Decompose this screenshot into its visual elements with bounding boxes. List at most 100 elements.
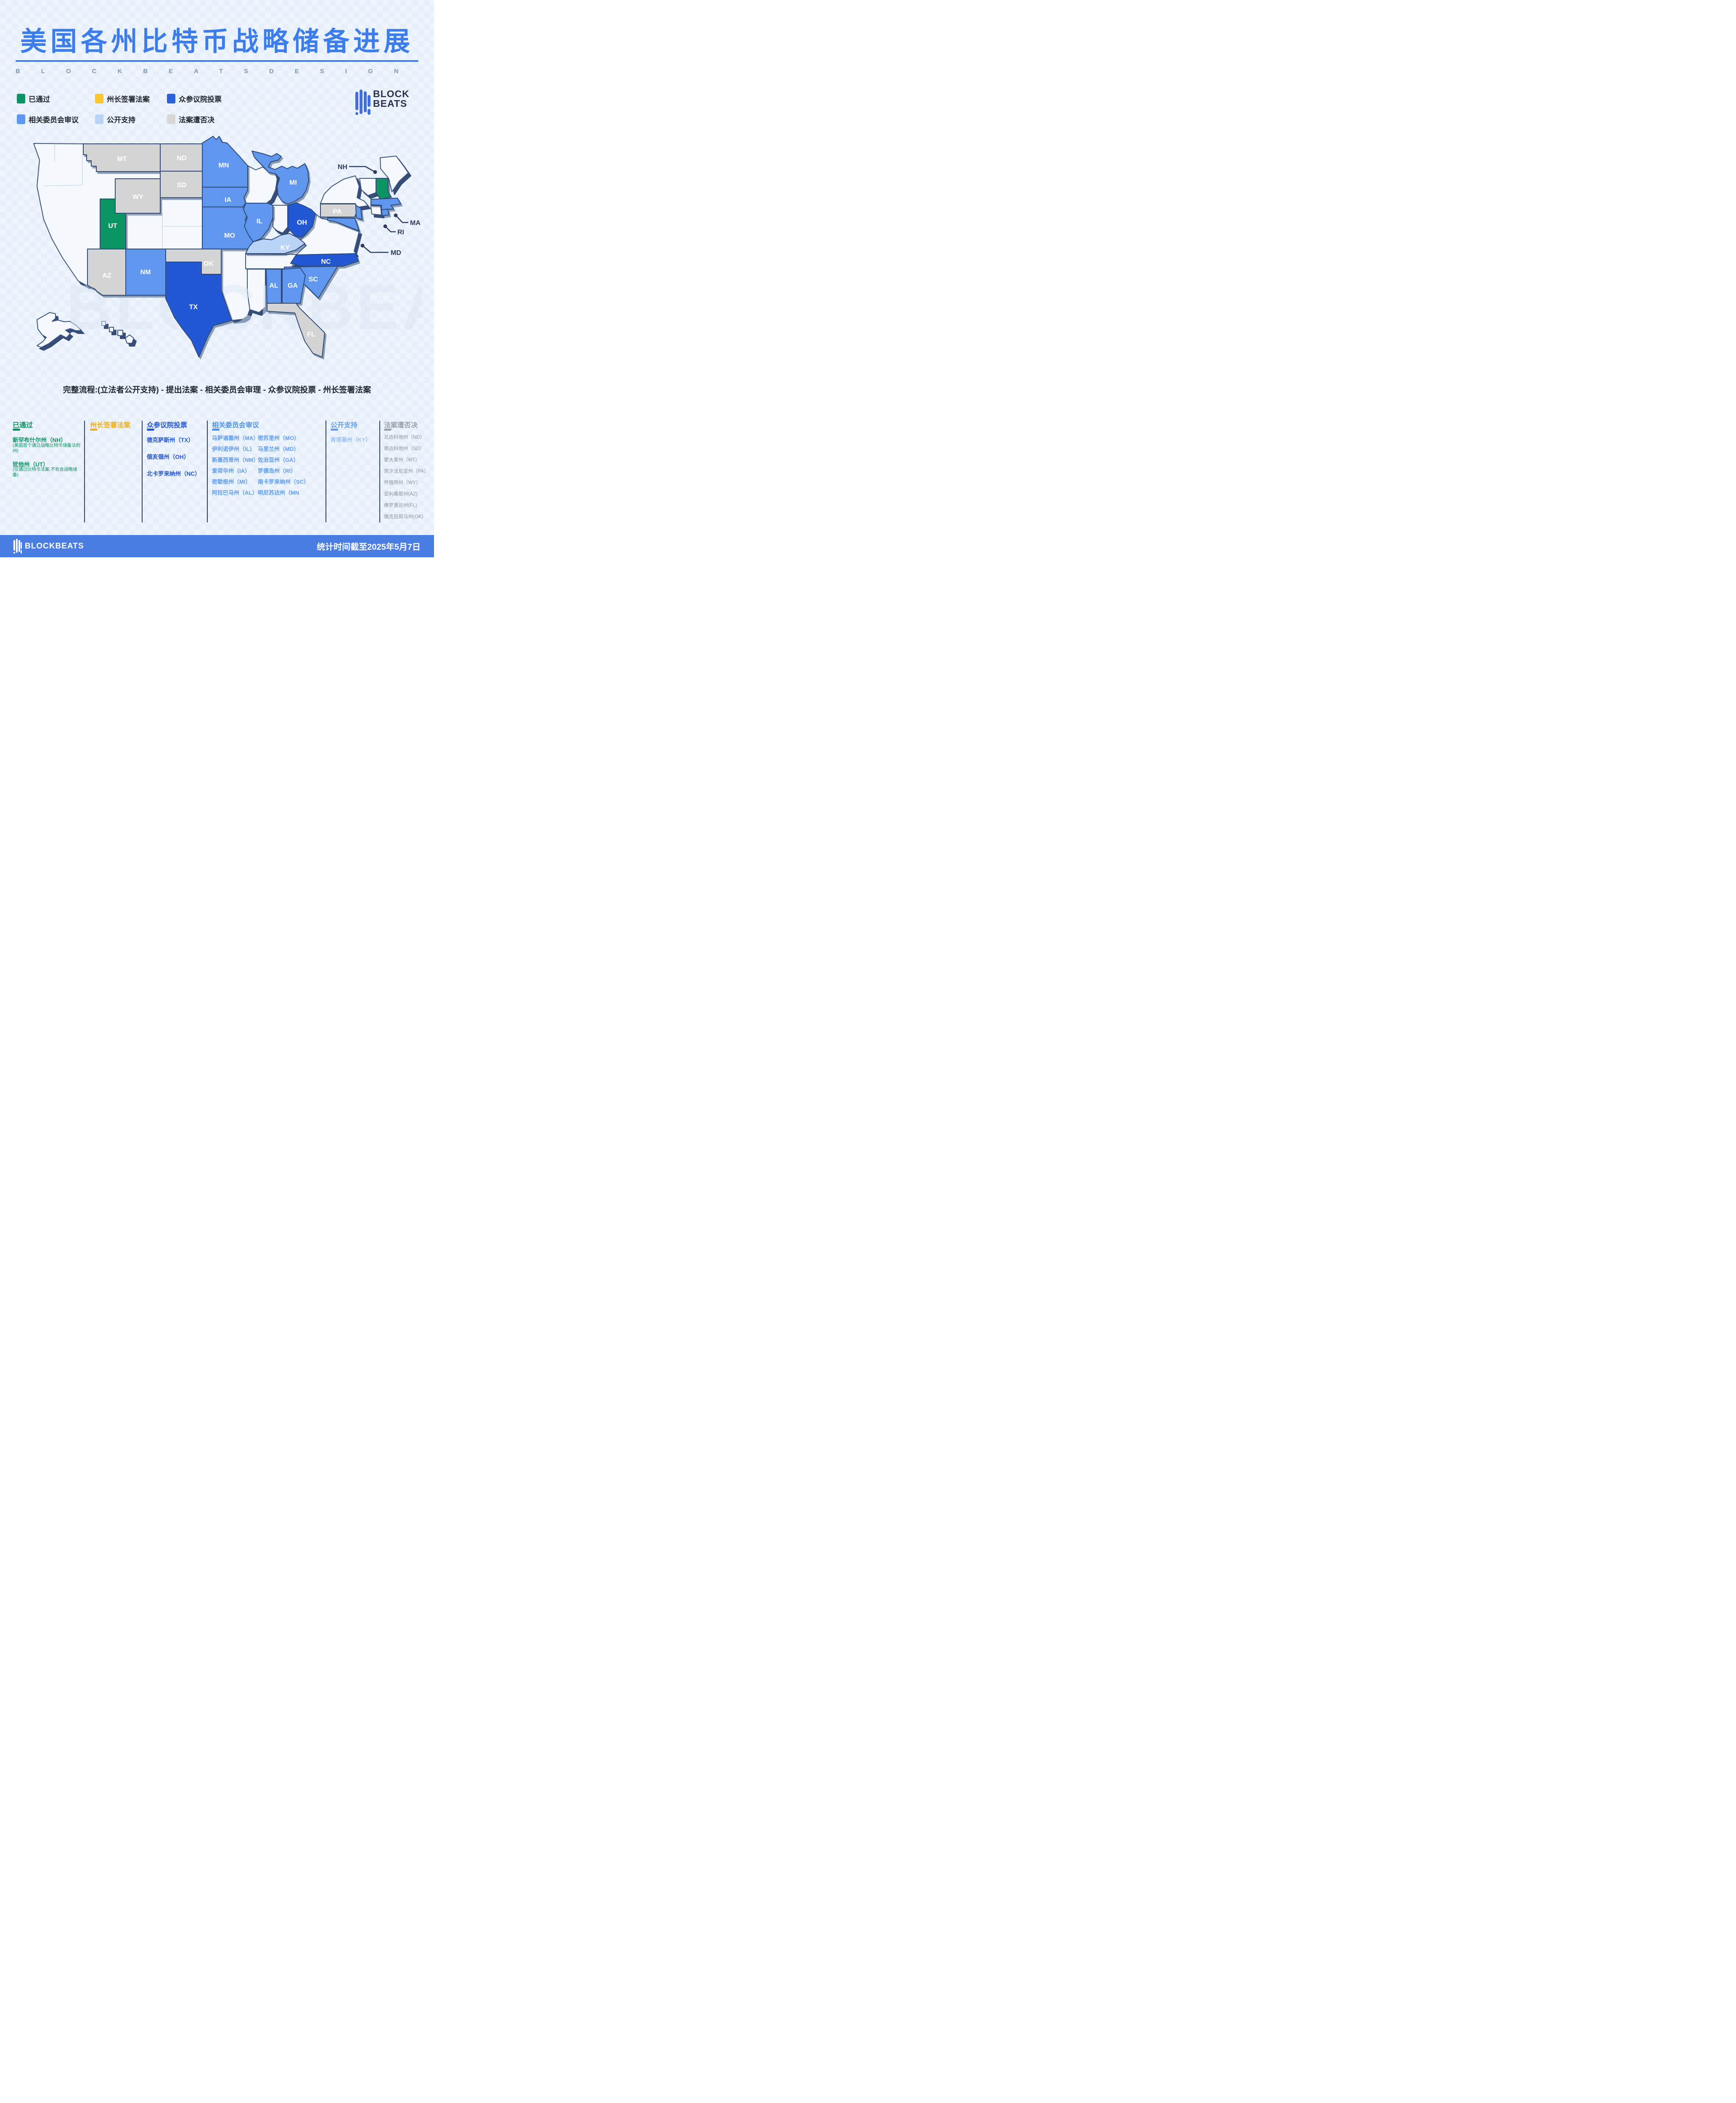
state-label-pa: PA — [333, 208, 341, 215]
state-il — [243, 203, 273, 242]
state-tx — [165, 262, 232, 358]
state-label-ky: KY — [281, 244, 290, 252]
state-nc — [290, 253, 359, 267]
legend-item-passed: 已通过 — [17, 93, 50, 104]
list-item: 俄亥俄州（OH） — [147, 454, 190, 460]
footer-logo-icon — [13, 538, 22, 554]
callout-label-ma: MA — [410, 220, 421, 227]
state-label-mi: MI — [289, 179, 297, 186]
column-divider — [84, 421, 85, 522]
list-item: 阿拉巴马州（AL） — [212, 490, 258, 496]
state-md — [327, 217, 360, 231]
state-me — [380, 156, 409, 192]
legend-swatch-passed-icon — [17, 94, 25, 103]
legend-swatch-committee-icon — [17, 114, 25, 124]
us-map: BLOCKBEATS — [12, 131, 434, 375]
callout-line-ma — [395, 215, 408, 223]
column-vote-underline — [147, 429, 154, 431]
state-label-fl: FL — [307, 331, 315, 338]
state-label-az: AZ — [102, 272, 111, 279]
list-item: 蒙大拿州（MT） — [384, 458, 420, 463]
callout-label-nh: NH — [338, 164, 347, 171]
column-passed: 已通过 新罕布什尔州（NH） (美国首个通过战略比特币储备法的州) 犹他州（UT… — [13, 418, 82, 526]
map-callouts: NH MA RI MD — [338, 164, 421, 257]
list-item: 明尼苏达州（MN — [258, 490, 299, 496]
list-item: 密苏里州（MO） — [258, 435, 299, 441]
list-item-note: (仅通过比特币法案,不包含战略储备) — [13, 467, 77, 478]
state-hi-island-1 — [101, 321, 106, 326]
state-ri — [381, 209, 389, 216]
state-ma — [370, 198, 401, 210]
legend-label: 相关委员会审议 — [29, 116, 79, 124]
state-hi-island-2 — [109, 327, 114, 332]
callout-line-ri — [385, 226, 396, 233]
infographic-page: 美国各州比特币战略储备进展 BLOCKBEATSDESIGN 已通过 州长签署法… — [0, 0, 434, 557]
footer-bar: BLOCKBEATS 统计时间截至2025年5月7日 — [0, 535, 434, 557]
list-item: 德克萨斯州（TX） — [147, 437, 194, 443]
state-label-il: IL — [257, 218, 262, 225]
state-vt — [359, 178, 376, 196]
title-divider — [16, 60, 418, 62]
list-item: 亚利桑那州(AZ) — [384, 492, 418, 497]
map-faint-borders — [43, 144, 202, 249]
map-state-labels: MT ND SD WY UT AZ NM OK TX MN IA MO IL M… — [102, 155, 342, 338]
state-nj — [355, 205, 363, 220]
callout-line-nh — [349, 166, 376, 173]
column-rejected: 法案遭否决 北达科他州（ND） 南达科他州（SD） 蒙大拿州（MT） 宾夕法尼亚… — [384, 418, 431, 526]
state-label-mo: MO — [224, 232, 235, 239]
column-support: 公开支持 肯塔基州（KY） — [331, 418, 376, 526]
map-colored-states — [83, 136, 401, 358]
column-vote-header: 众参议院投票 — [147, 422, 188, 429]
column-passed-underline — [13, 429, 20, 431]
us-map-svg: BLOCKBEATS — [33, 136, 434, 358]
list-item: 南达科他州（SD） — [384, 446, 425, 451]
process-flow-text: 完整流程:(立法者公开支持) - 提出法案 - 相关委员会审理 - 众参议院投票… — [63, 386, 371, 395]
list-item: 密歇根州（MI） — [212, 479, 251, 485]
legend-item-support: 公开支持 — [95, 114, 135, 124]
state-label-wy: WY — [132, 193, 143, 201]
state-label-ia: IA — [225, 196, 231, 204]
state-hi-island-4 — [125, 334, 134, 344]
column-divider — [379, 421, 380, 522]
logo-line-1: BLOCK — [373, 88, 410, 99]
state-label-sc: SC — [309, 276, 318, 283]
list-item: 爱荷华州（IA） — [212, 468, 251, 474]
state-label-nm: NM — [140, 269, 151, 276]
column-divider — [142, 421, 143, 522]
legend-label: 州长签署法案 — [107, 95, 150, 103]
list-item: 南卡罗来纳州（SC） — [258, 479, 310, 485]
legend-item-rejected: 法案遭否决 — [167, 114, 214, 124]
state-label-nd: ND — [177, 155, 186, 162]
state-label-mn: MN — [219, 162, 229, 169]
list-item: 俄克拉荷马州(OK) — [384, 514, 423, 519]
blockbeats-logo-text: BLOCK BEATS — [373, 89, 410, 108]
column-passed-header: 已通过 — [13, 422, 33, 429]
logo-line-2: BEATS — [373, 98, 408, 109]
state-label-mt: MT — [117, 156, 127, 163]
list-item: 马萨诸塞州（MA） — [212, 435, 259, 441]
footer-note: 统计时间截至2025年5月7日 — [317, 543, 421, 552]
callout-dot-nh — [373, 170, 377, 174]
state-ak — [37, 312, 82, 348]
list-item: 佐治亚州（GA） — [258, 457, 299, 463]
brand-letters: BLOCKBEATSDESIGN — [16, 68, 418, 75]
list-item: 怀俄明州（WY） — [384, 480, 421, 485]
list-item-note: (美国首个通过战略比特币储备法的州) — [13, 443, 80, 454]
state-label-ut: UT — [108, 222, 117, 230]
list-item: 北卡罗来纳州（NC） — [147, 471, 201, 477]
state-label-nc: NC — [321, 258, 331, 265]
list-item: 伊利诺伊州（IL） — [212, 446, 255, 452]
state-ms — [247, 269, 266, 313]
column-committee: 相关委员会审议 马萨诸塞州（MA） 伊利诺伊州（IL） 新墨西哥州（NM） 爱荷… — [212, 418, 322, 526]
state-mi — [251, 151, 309, 204]
list-item: 罗德岛州（RI） — [258, 468, 296, 474]
legend-item-vote: 众参议院投票 — [167, 93, 222, 104]
column-rejected-header: 法案遭否决 — [384, 422, 418, 429]
footer-brand-text: BLOCKBEATS — [25, 541, 84, 551]
list-item: 北达科他州（ND） — [384, 435, 425, 440]
list-item: 肯塔基州（KY） — [331, 437, 371, 443]
column-signed-header: 州长签署法案 — [90, 422, 131, 429]
state-label-al: AL — [269, 282, 278, 289]
column-support-header: 公开支持 — [331, 422, 358, 429]
list-item: 新墨西哥州（NM） — [212, 457, 259, 463]
